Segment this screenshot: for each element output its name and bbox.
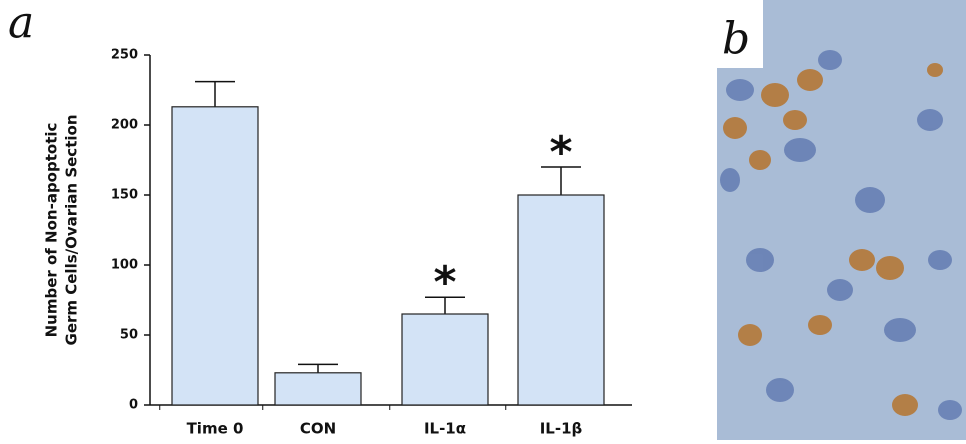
panel-label: a [8,0,34,49]
figure: a Number of Non-apoptotic Germ Cells/Ova… [0,0,966,440]
bar [275,373,361,405]
y-axis-label: Number of Non-apoptotic [43,123,61,338]
y-tick-label: 50 [120,328,138,343]
micrograph [717,0,966,440]
x-tick-label: Time 0 [187,420,244,438]
x-tick-label: CON [300,420,336,438]
y-tick-label: 100 [111,258,138,273]
bar [172,107,258,405]
y-tick-label: 250 [111,48,138,63]
bar [518,195,604,405]
x-tick-label: IL-1β [540,420,583,438]
y-tick-label: 200 [111,118,138,133]
y-tick-label: 0 [129,398,138,413]
bar [402,314,488,405]
panel-label: b [722,14,750,65]
significance-marker: * [549,127,572,178]
y-tick-label: 150 [111,188,138,203]
y-axis-label: Germ Cells/Ovarian Section [63,115,81,346]
significance-marker: * [433,257,456,308]
x-tick-label: IL-1α [424,420,466,438]
